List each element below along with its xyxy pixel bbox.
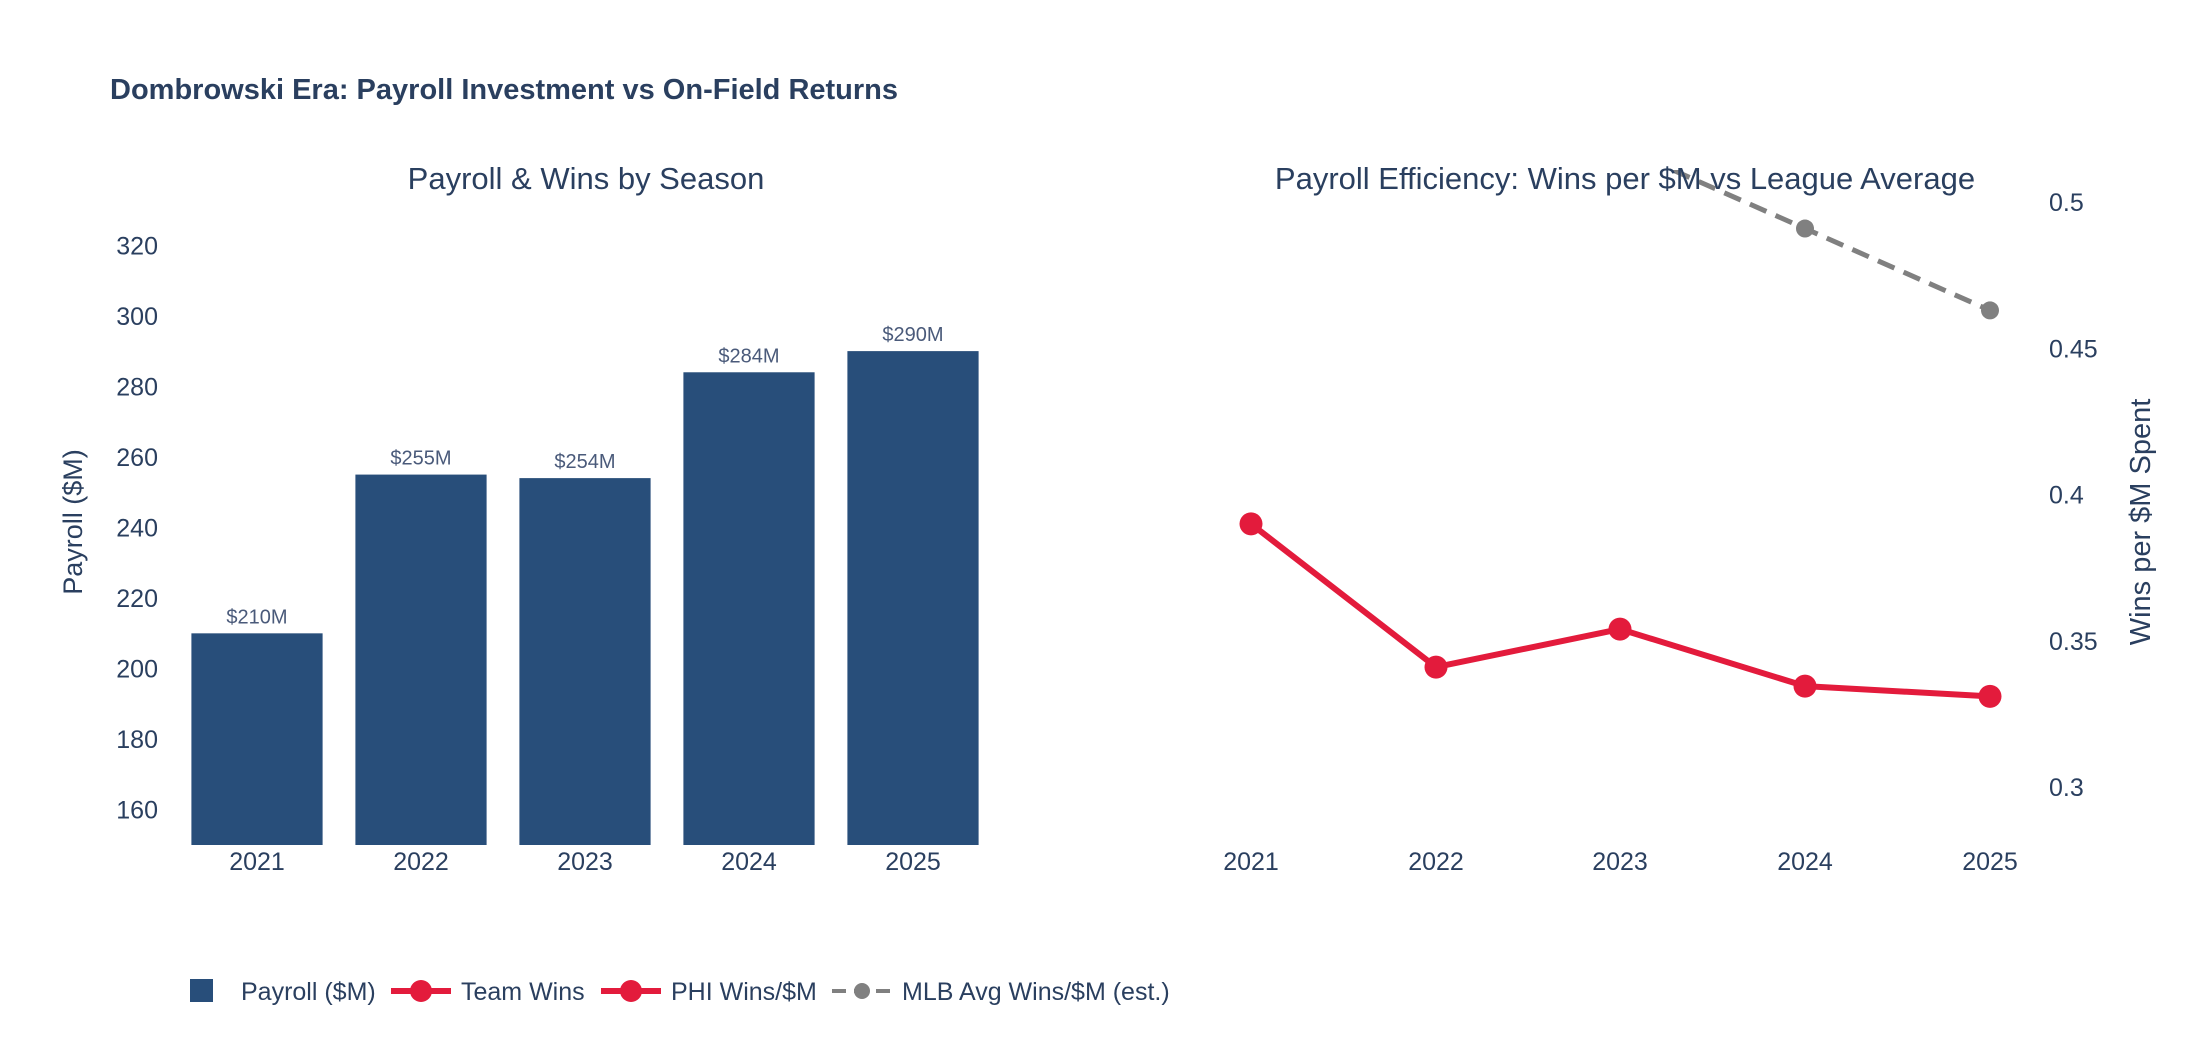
payroll-x-tick-label: 2025 [885, 848, 941, 876]
figure-title: Dombrowski Era: Payroll Investment vs On… [110, 74, 898, 106]
payroll-bar [191, 633, 323, 845]
efficiency-y-tick-label: 0.35 [2049, 628, 2098, 656]
efficiency-x-tick-label: 2021 [1223, 848, 1279, 876]
payroll-y-tick-label: 160 [116, 797, 158, 825]
phi-efficiency-point [1608, 617, 1632, 641]
efficiency-y-ticks: 0.3 0.35 0.4 0.45 0.5 [2049, 189, 2098, 802]
payroll-y-tick-label: 220 [116, 585, 158, 613]
payroll-panel: Payroll & Wins by Season Payroll ($M) 16… [58, 161, 979, 876]
efficiency-x-tick-label: 2022 [1408, 848, 1464, 876]
payroll-y-tick-label: 260 [116, 444, 158, 472]
payroll-y-tick-label: 280 [116, 373, 158, 401]
payroll-data-label: $255M [390, 448, 451, 470]
efficiency-x-tick-label: 2025 [1962, 848, 2018, 876]
phi-efficiency-point [1424, 655, 1448, 679]
legend-label: PHI Wins/$M [671, 978, 817, 1006]
phi-efficiency-line [1249, 521, 1991, 700]
payroll-x-tick-label: 2023 [557, 848, 613, 876]
payroll-data-label: $254M [554, 451, 615, 473]
mlb-avg-point [1611, 138, 1629, 156]
payroll-y-tick-label: 240 [116, 515, 158, 543]
payroll-chart-title: Payroll & Wins by Season [408, 161, 765, 196]
efficiency-chart-title: Payroll Efficiency: Wins per $M vs Leagu… [1275, 161, 1975, 196]
payroll-x-tick-label: 2022 [393, 848, 449, 876]
efficiency-y-tick-label: 0.4 [2049, 482, 2084, 510]
phi-efficiency-point [1793, 674, 1817, 698]
legend-label: Payroll ($M) [241, 978, 376, 1006]
legend-swatch-marker [410, 980, 432, 1002]
efficiency-y-tick-label: 0.45 [2049, 335, 2098, 363]
payroll-y-tick-label: 320 [116, 232, 158, 260]
payroll-y-tick-label: 200 [116, 656, 158, 684]
efficiency-x-ticks: 2021 2022 2023 2024 2025 [1223, 848, 2018, 876]
payroll-y-axis-label: Payroll ($M) [58, 449, 88, 595]
payroll-x-tick-label: 2024 [721, 848, 777, 876]
payroll-data-label: $290M [882, 324, 943, 346]
payroll-bars: $210M $255M $254M $284M $290M [191, 324, 979, 845]
efficiency-panel: Payroll Efficiency: Wins per $M vs Leagu… [1223, 12, 2157, 876]
legend-label: Team Wins [461, 978, 585, 1006]
payroll-y-tick-label: 300 [116, 303, 158, 331]
legend-label: MLB Avg Wins/$M (est.) [902, 978, 1170, 1006]
payroll-data-label: $284M [718, 345, 779, 367]
legend-swatch-marker [854, 983, 870, 999]
payroll-bar [683, 372, 815, 845]
phi-efficiency-point [1239, 512, 1263, 536]
efficiency-y-axis-label: Wins per $M Spent [2125, 399, 2157, 646]
phi-efficiency-point [1978, 684, 2002, 708]
efficiency-y-tick-label: 0.3 [2049, 774, 2084, 802]
mlb-avg-point [1796, 219, 1814, 238]
efficiency-y-tick-label: 0.5 [2049, 189, 2084, 217]
legend-swatch-payroll [190, 979, 213, 1002]
efficiency-x-tick-label: 2024 [1777, 848, 1833, 876]
payroll-y-tick-label: 180 [116, 726, 158, 754]
payroll-bar [355, 474, 487, 845]
mlb-avg-point [1242, 12, 1260, 30]
payroll-x-ticks: 2021 2022 2023 2024 2025 [229, 848, 941, 876]
payroll-data-label: $210M [226, 606, 287, 628]
efficiency-lines [1239, 12, 2002, 708]
legend-swatch-marker [620, 980, 642, 1002]
mlb-avg-line [1666, 170, 1992, 313]
payroll-x-tick-label: 2021 [229, 848, 285, 876]
payroll-bar [847, 351, 979, 845]
legend: Payroll ($M) Team Wins PHI Wins/$M MLB Avg … [190, 978, 1170, 1006]
payroll-y-ticks: 160 180 200 220 240 260 280 300 320 [116, 232, 158, 824]
payroll-bar [519, 478, 651, 845]
efficiency-x-tick-label: 2023 [1592, 848, 1648, 876]
mlb-avg-point [1981, 301, 1999, 320]
mlb-avg-point [1427, 70, 1445, 88]
